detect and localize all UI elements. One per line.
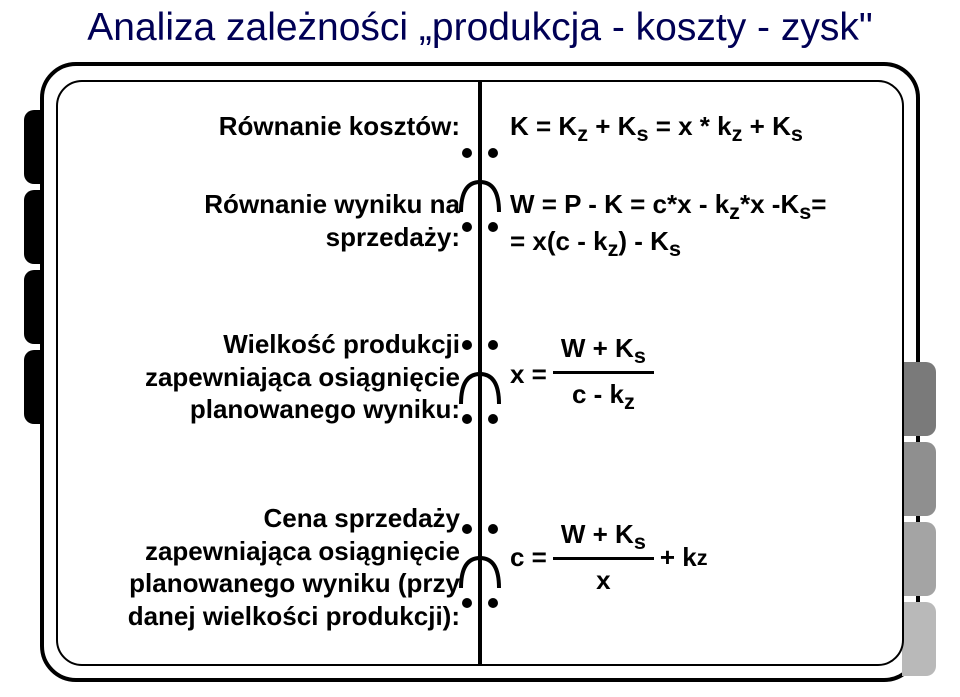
binding-dot — [462, 148, 472, 158]
subscript: s — [634, 343, 646, 368]
text: Cena sprzedaży — [263, 503, 460, 533]
denominator: c - kz — [553, 374, 654, 415]
text: sprzedaży: — [326, 222, 460, 252]
binding-dot — [488, 148, 498, 158]
left-column: Równanie kosztów: Równanie wyniku na spr… — [70, 110, 460, 650]
subscript: s — [669, 236, 681, 261]
label-cost-equation: Równanie kosztów: — [70, 110, 460, 143]
denominator: x — [553, 560, 654, 597]
text: zapewniająca osiągnięcie — [145, 536, 460, 566]
text: c - k — [572, 379, 624, 409]
fraction: W + Ks c - kz — [553, 332, 654, 416]
lhs: x = — [510, 358, 547, 391]
equation-volume-fraction: x = W + Ks c - kz — [510, 332, 900, 416]
binding-dot — [488, 598, 498, 608]
text: zapewniająca osiągnięcie — [145, 362, 460, 392]
label-result-equation: Równanie wyniku na sprzedaży: — [70, 188, 460, 253]
subscript: z — [729, 199, 740, 224]
subscript: s — [791, 121, 803, 146]
text: = x(c - k — [510, 226, 608, 256]
text: planowanego wyniku (przy — [129, 568, 460, 598]
binding-dot — [488, 222, 498, 232]
binding-dot — [462, 222, 472, 232]
text: W = P - K = c*x - k — [510, 189, 729, 219]
binder-ring — [457, 178, 503, 216]
text: + K — [588, 111, 636, 141]
text: Wielkość produkcji — [223, 329, 460, 359]
binding-dot — [462, 598, 472, 608]
binding-dot — [488, 414, 498, 424]
binding-dot — [488, 340, 498, 350]
text: K = K — [510, 111, 577, 141]
binding-dot — [462, 340, 472, 350]
right-tab — [902, 362, 936, 436]
text: danej wielkości produkcji): — [128, 601, 460, 631]
binder-ring — [457, 370, 503, 408]
text: + K — [742, 111, 790, 141]
text: Równanie wyniku na — [204, 189, 460, 219]
text: ) - K — [618, 226, 669, 256]
text: W + K — [561, 333, 634, 363]
subscript: s — [636, 121, 648, 146]
equation-cost: K = Kz + Ks = x * kz + Ks — [510, 110, 900, 147]
label-sale-price: Cena sprzedaży zapewniająca osiągnięcie … — [70, 502, 460, 632]
label-production-volume: Wielkość produkcji zapewniająca osiągnię… — [70, 328, 460, 426]
binding-dot — [462, 414, 472, 424]
fraction: W + Ks x — [553, 518, 654, 597]
subscript: z — [624, 389, 635, 414]
numerator: W + Ks — [553, 332, 654, 374]
tail: + k — [660, 541, 697, 574]
binding-dot — [462, 524, 472, 534]
subscript: z — [732, 121, 743, 146]
text: planowanego wyniku: — [190, 394, 460, 424]
right-tab — [902, 442, 936, 516]
equation-price-fraction: c = W + Ks x + kz — [510, 518, 900, 597]
text: *x -K — [740, 189, 799, 219]
notebook: Równanie kosztów: Równanie wyniku na spr… — [10, 62, 950, 688]
text: = — [811, 189, 826, 219]
equation-result: W = P - K = c*x - kz*x -Ks= = x(c - kz) … — [510, 188, 900, 263]
subscript: s — [634, 529, 646, 554]
lhs: c = — [510, 541, 547, 574]
subscript: s — [799, 199, 811, 224]
binder-ring — [457, 554, 503, 592]
binding-dot — [488, 524, 498, 534]
text: = x * k — [648, 111, 731, 141]
page-title: Analiza zależności „produkcja - koszty -… — [0, 6, 960, 50]
numerator: W + Ks — [553, 518, 654, 560]
subscript: z — [577, 121, 588, 146]
subscript: z — [608, 236, 619, 261]
right-tab — [902, 522, 936, 596]
right-tab — [902, 602, 936, 676]
subscript: z — [697, 544, 708, 571]
right-column: K = Kz + Ks = x * kz + Ks W = P - K = c*… — [510, 110, 900, 650]
text: W + K — [561, 519, 634, 549]
